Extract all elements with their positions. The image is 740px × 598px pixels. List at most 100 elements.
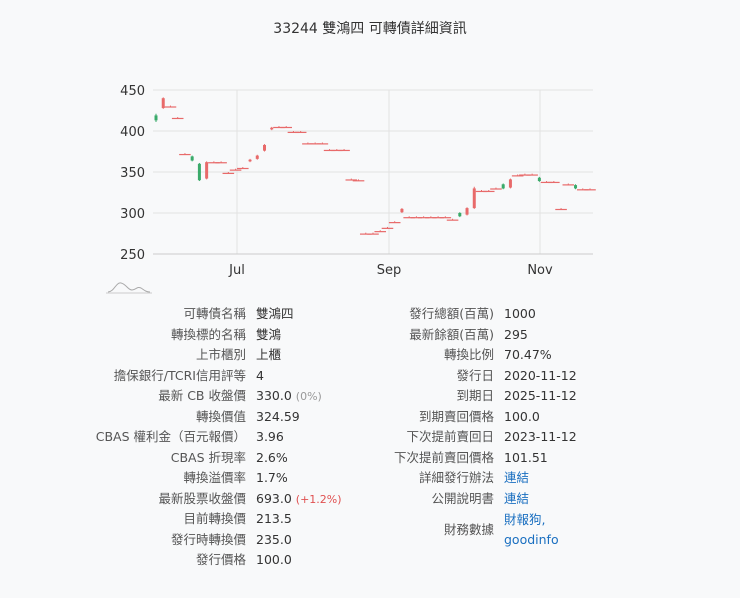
candle[interactable] (248, 159, 252, 162)
left-label: 發行價格 (195, 552, 246, 567)
candle[interactable] (255, 155, 259, 159)
candle[interactable] (338, 149, 350, 152)
candle[interactable] (490, 188, 502, 190)
candle[interactable] (316, 143, 329, 145)
finance-link-statementdog[interactable]: 財報狗, (504, 512, 546, 527)
candle[interactable] (475, 190, 488, 193)
right-label: 到期賣回價格 (418, 408, 494, 424)
right-value: 2025-11-12 (504, 386, 577, 407)
range-navigator-icon[interactable] (106, 282, 152, 294)
left-value-text: 213.5 (256, 511, 292, 526)
candle[interactable] (482, 190, 495, 193)
right-label: 詳細發行辦法 (418, 470, 494, 485)
candle[interactable] (439, 217, 452, 219)
candle[interactable] (548, 181, 560, 184)
candle[interactable] (205, 162, 209, 179)
candle[interactable] (403, 217, 415, 219)
candle[interactable] (164, 106, 177, 108)
price-chart[interactable]: 450 400 350 300 250 Jul Sep Nov (0, 0, 740, 300)
candle[interactable] (359, 233, 372, 235)
candle[interactable] (432, 217, 444, 219)
candle[interactable] (323, 149, 336, 152)
link[interactable]: 連結 (504, 490, 530, 506)
candle[interactable] (263, 144, 266, 151)
candle[interactable] (161, 98, 165, 109)
candle[interactable] (229, 169, 242, 171)
candle[interactable] (222, 172, 235, 175)
candle[interactable] (388, 222, 401, 224)
candle[interactable] (208, 162, 220, 164)
candle[interactable] (576, 189, 589, 191)
candle[interactable] (472, 188, 476, 209)
right-value: 2020-11-12 (504, 366, 577, 387)
candle[interactable] (519, 174, 531, 176)
candle[interactable] (171, 117, 184, 120)
left-value-text: 雙鴻四 (256, 306, 294, 321)
candle[interactable] (215, 162, 227, 164)
candle[interactable] (417, 217, 430, 219)
candle[interactable] (508, 179, 512, 188)
left-value: 235.0 (256, 530, 292, 551)
right-label: 最新餘額(百萬) (409, 326, 494, 342)
left-value: 330.0 (0%) (256, 386, 322, 407)
candle[interactable] (352, 180, 365, 182)
candle[interactable] (584, 189, 596, 191)
left-row: 發行時轉換價 235.0 (0, 530, 342, 551)
candle[interactable] (501, 184, 505, 189)
candle[interactable] (273, 126, 285, 129)
candle[interactable] (574, 185, 578, 189)
candle[interactable] (562, 184, 575, 186)
left-row: CBAS 折現率 2.6% (0, 448, 342, 469)
candle[interactable] (367, 233, 379, 235)
candle[interactable] (374, 231, 387, 233)
candle[interactable] (190, 156, 194, 161)
left-value: 雙鴻四 (256, 304, 294, 325)
left-row: 上市櫃別 上櫃 (0, 345, 342, 366)
left-value-text: 上櫃 (256, 347, 282, 362)
right-value-text: 70.47% (504, 347, 552, 362)
candle[interactable] (302, 143, 314, 145)
candle[interactable] (511, 175, 524, 177)
link[interactable]: 連結 (504, 470, 530, 485)
right-label: 發行日 (456, 367, 494, 383)
candle[interactable] (280, 126, 292, 129)
right-value: 2023-11-12 (504, 427, 577, 448)
candle[interactable] (237, 167, 249, 170)
candle[interactable] (154, 115, 158, 121)
x-tick-label: Sep (377, 263, 402, 278)
left-value: 100.0 (256, 550, 292, 571)
candle[interactable] (555, 208, 567, 211)
candles (154, 97, 596, 235)
chart-grid (153, 89, 593, 255)
candle[interactable] (465, 208, 469, 215)
candle[interactable] (537, 177, 541, 182)
candle[interactable] (270, 127, 274, 130)
finance-link-goodinfo[interactable]: goodinfo (504, 532, 559, 547)
candle[interactable] (179, 153, 191, 156)
candle[interactable] (345, 179, 358, 181)
left-row: 最新 CB 收盤價 330.0 (0%) (0, 386, 342, 407)
right-value-text: 101.51 (504, 449, 548, 465)
candle[interactable] (446, 219, 459, 221)
candle[interactable] (381, 227, 394, 229)
candle[interactable] (458, 213, 462, 217)
candle[interactable] (331, 149, 343, 152)
left-info-table: 可轉債名稱 雙鴻四 轉換標的名稱 雙鴻 上市櫃別 上櫃 擔保銀行/TCRI信用評等 4 最新 C… (0, 304, 342, 571)
left-value: 2.6% (256, 448, 288, 469)
left-row: 最新股票收盤價 693.0 (+1.2%) (0, 489, 341, 510)
candle[interactable] (540, 181, 553, 184)
candle[interactable] (526, 174, 538, 176)
candle[interactable] (294, 131, 307, 134)
candle[interactable] (410, 217, 423, 219)
right-row: 轉換比例 70.47% (0, 345, 577, 366)
candle[interactable] (425, 217, 437, 219)
right-value-text: 100.0 (504, 408, 540, 424)
left-row: 目前轉換價 213.5 (0, 509, 342, 530)
left-row: CBAS 權利金（百元報價） 3.96 (0, 427, 342, 448)
candle[interactable] (309, 143, 321, 145)
left-row: 擔保銀行/TCRI信用評等 4 (0, 366, 342, 387)
right-row: 發行日 2020-11-12 (0, 366, 577, 387)
candle[interactable] (400, 208, 404, 213)
candle[interactable] (287, 131, 300, 134)
candle[interactable] (197, 163, 201, 181)
